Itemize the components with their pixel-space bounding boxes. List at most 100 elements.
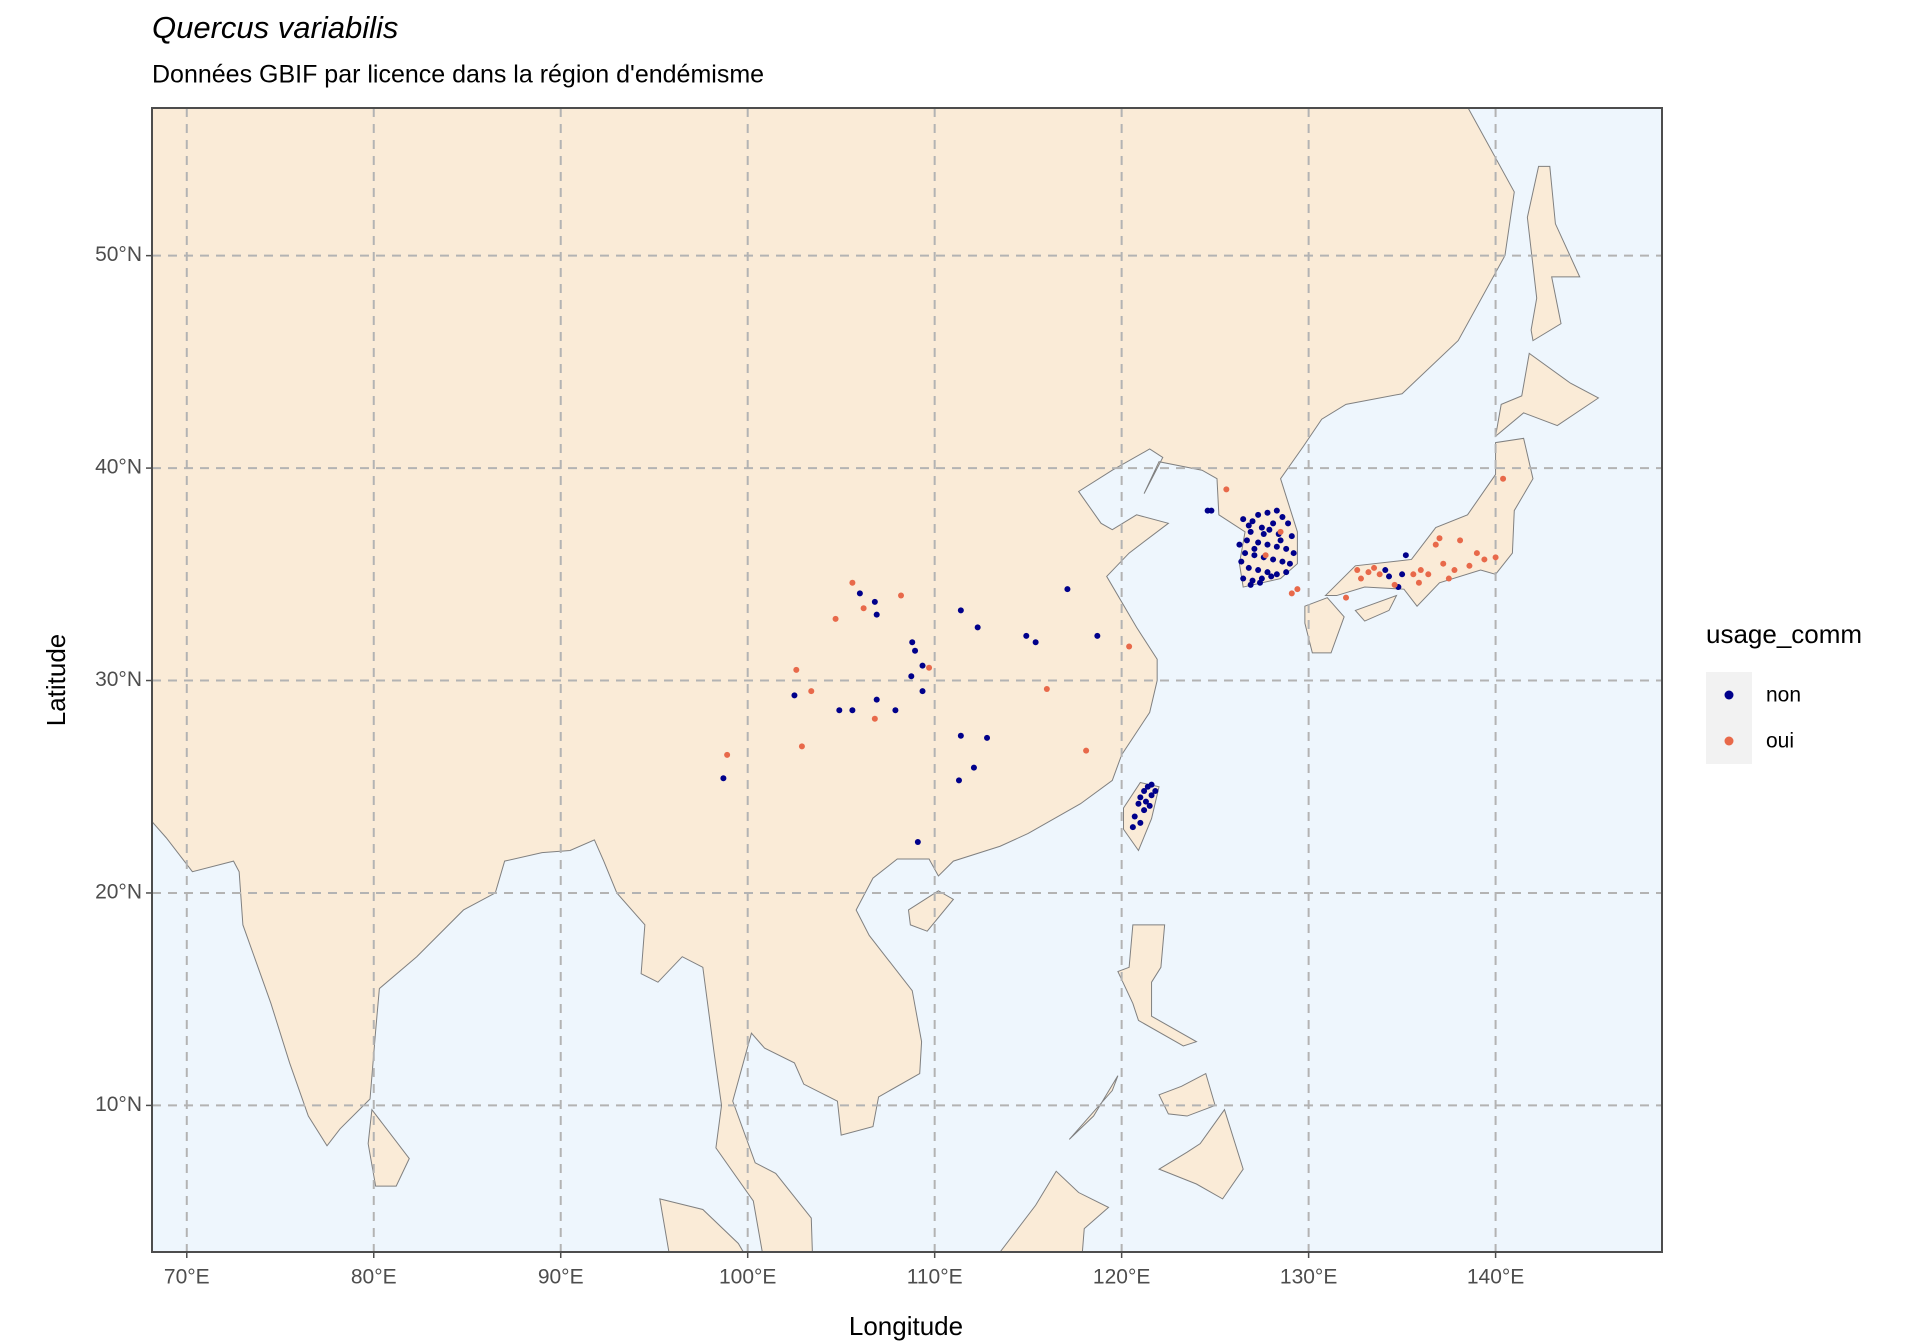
data-point [1410, 571, 1417, 578]
data-point [1391, 581, 1398, 588]
y-tick-label: 20°N [95, 881, 142, 904]
data-point [926, 664, 933, 671]
data-point [1285, 520, 1292, 527]
data-point [1142, 798, 1149, 805]
data-point [798, 743, 805, 750]
data-point [1354, 567, 1361, 574]
data-point [791, 692, 798, 699]
data-point [1376, 571, 1383, 578]
data-point [1223, 486, 1230, 493]
data-point [1251, 545, 1258, 552]
data-point [1277, 537, 1284, 544]
data-point [1273, 507, 1280, 514]
x-axis-label: Longitude [849, 1311, 963, 1341]
data-point [1245, 564, 1252, 571]
data-point [873, 611, 880, 618]
x-tick-label: 70°E [164, 1266, 210, 1289]
data-point [984, 734, 991, 741]
x-tick-label: 110°E [907, 1266, 963, 1289]
data-point [970, 764, 977, 771]
data-point [1382, 567, 1389, 574]
x-tick-label: 100°E [719, 1266, 776, 1289]
data-point [1032, 639, 1039, 646]
data-point [1262, 552, 1269, 559]
data-point [1238, 558, 1245, 565]
data-point [1436, 535, 1443, 542]
data-point [1258, 524, 1265, 531]
data-point [957, 607, 964, 614]
chart-title: Quercus variabilis [152, 10, 398, 45]
data-point [1288, 533, 1295, 540]
sakhalin [1527, 166, 1579, 340]
data-point [1290, 550, 1297, 557]
data-point [1146, 802, 1153, 809]
hokkaido [1496, 353, 1599, 436]
data-point [1415, 579, 1422, 586]
data-point [1264, 509, 1271, 516]
data-point [898, 592, 905, 599]
data-point [871, 598, 878, 605]
data-point [1417, 567, 1424, 574]
data-point [1357, 575, 1364, 582]
taiwan [1124, 783, 1160, 851]
data-point [1243, 537, 1250, 544]
land [152, 108, 1599, 1252]
x-tick-label: 120°E [1093, 1266, 1150, 1289]
data-point [1294, 586, 1301, 593]
points [720, 475, 1507, 845]
data-point [1043, 686, 1050, 693]
data-point [1135, 800, 1142, 807]
data-point [1137, 819, 1144, 826]
data-point [1247, 581, 1254, 588]
data-point [919, 662, 926, 669]
data-point [1386, 573, 1393, 580]
data-point [1240, 575, 1247, 582]
data-point [1131, 813, 1138, 820]
data-point [1023, 632, 1030, 639]
y-axis-label: Latitude [41, 634, 71, 727]
legend-label: non [1766, 684, 1801, 707]
data-point [871, 715, 878, 722]
data-point [1286, 560, 1293, 567]
data-point [1257, 579, 1264, 586]
data-point [1083, 747, 1090, 754]
y-tick-label: 50°N [95, 243, 142, 266]
data-point [1236, 541, 1243, 548]
data-point [1270, 556, 1277, 563]
data-point [1268, 573, 1275, 580]
luzon [1118, 925, 1197, 1046]
data-point [1425, 571, 1432, 578]
data-point [1141, 807, 1148, 814]
data-point [1288, 590, 1295, 597]
data-point [957, 732, 964, 739]
data-point [1255, 511, 1262, 518]
data-point [974, 624, 981, 631]
y-tick-label: 30°N [95, 668, 142, 691]
mindanao [1159, 1110, 1243, 1199]
data-point [1264, 541, 1271, 548]
palawan [1069, 1076, 1118, 1140]
hainan [908, 891, 953, 931]
x-tick-label: 80°E [351, 1266, 397, 1289]
data-point [955, 777, 962, 784]
borneo [1000, 1171, 1108, 1252]
data-point [1273, 571, 1280, 578]
data-point [1242, 550, 1249, 557]
legend-label: oui [1766, 730, 1794, 753]
data-point [1481, 556, 1488, 563]
data-point [860, 605, 867, 612]
data-point [849, 707, 856, 714]
chart-subtitle: Données GBIF par licence dans la région … [152, 61, 764, 89]
data-point [1251, 552, 1258, 559]
data-point [908, 673, 915, 680]
data-point [1279, 558, 1286, 565]
data-point [1399, 571, 1406, 578]
data-point [793, 666, 800, 673]
data-point [1094, 632, 1101, 639]
data-point [873, 696, 880, 703]
data-point [1273, 543, 1280, 550]
sri-lanka [368, 1110, 409, 1186]
data-point [1371, 564, 1378, 571]
sumatra [660, 1199, 757, 1252]
